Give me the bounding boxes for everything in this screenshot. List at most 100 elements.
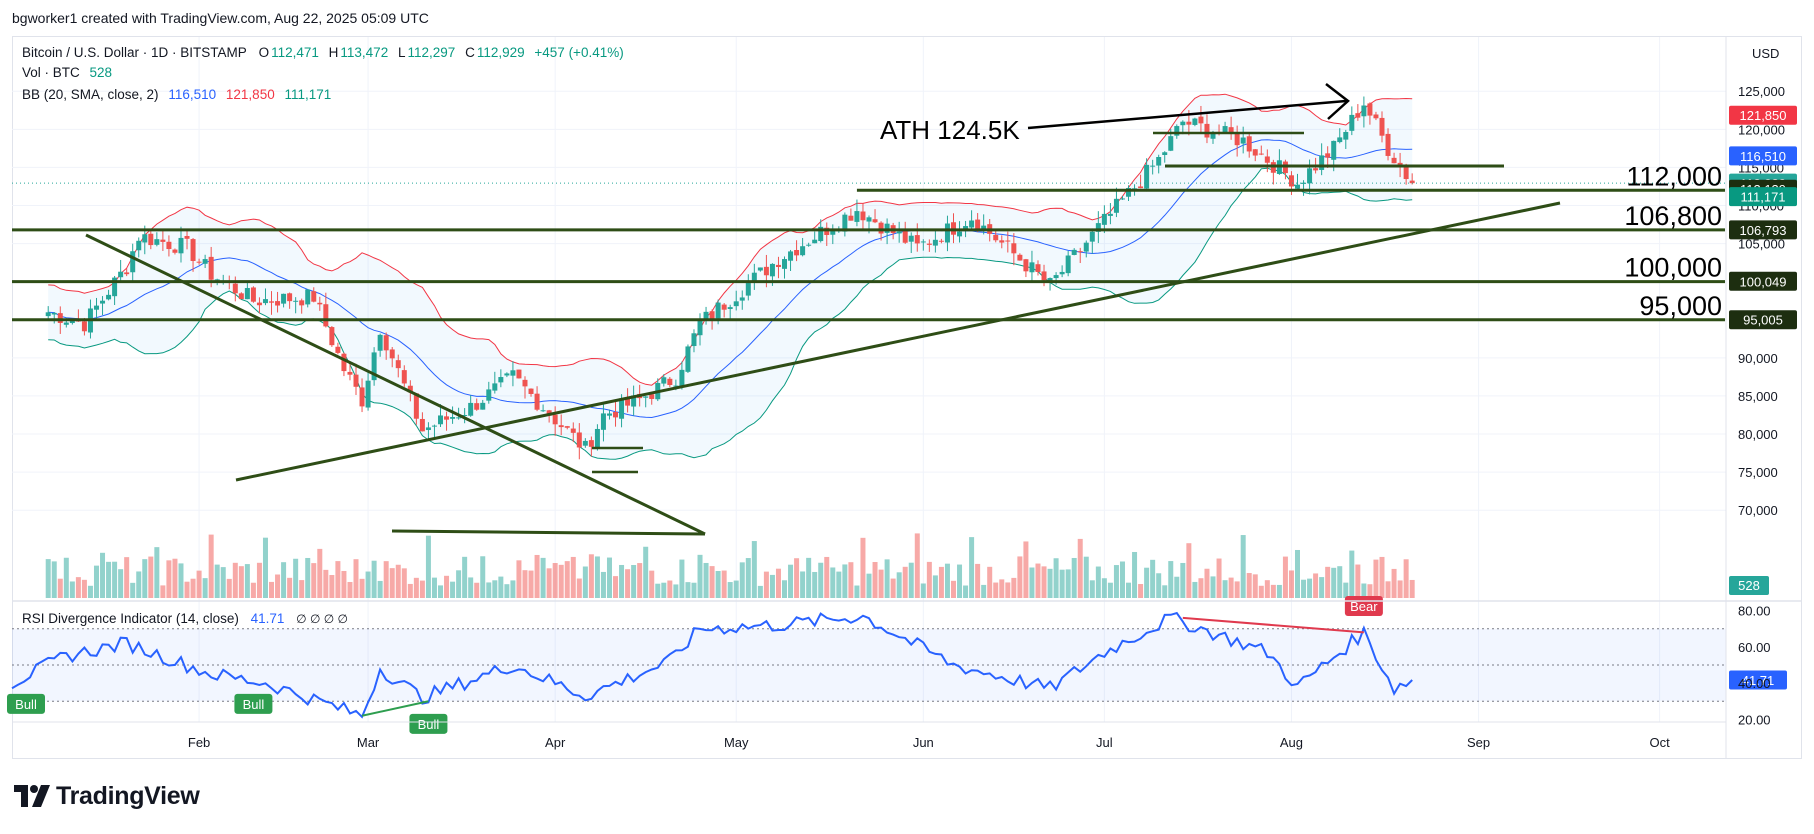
- high-value: 113,472: [340, 45, 389, 60]
- candle-body: [474, 403, 480, 410]
- bb-upper-value: 121,850: [225, 87, 275, 102]
- candle-body: [1319, 155, 1325, 170]
- candle-body: [1156, 157, 1162, 166]
- candle-body: [957, 231, 963, 237]
- candle-body: [691, 333, 697, 347]
- volume-bar: [329, 575, 335, 598]
- candle-body: [450, 417, 456, 419]
- candle-body: [667, 378, 673, 386]
- candle-body: [1083, 242, 1089, 252]
- time-tick-label: May: [724, 735, 749, 750]
- volume-bar: [739, 562, 745, 598]
- price-tick-label: 90,000: [1738, 351, 1778, 366]
- volume-bar: [914, 533, 920, 598]
- candle-body: [969, 220, 975, 228]
- volume-bar: [691, 582, 697, 598]
- volume-bar: [148, 556, 154, 598]
- candle-body: [1029, 262, 1035, 273]
- chart-frame[interactable]: [12, 36, 1802, 759]
- volume-bar: [721, 570, 727, 598]
- volume-bar: [1162, 585, 1168, 598]
- signal-label: Bull: [243, 697, 265, 712]
- volume-bar: [1397, 580, 1403, 598]
- volume-bar: [220, 567, 226, 598]
- candle-body: [1361, 105, 1367, 117]
- tradingview-logo[interactable]: TradingView: [14, 781, 200, 811]
- volume-bar: [1186, 543, 1192, 598]
- candle-body: [516, 369, 522, 379]
- candle-body: [425, 427, 431, 431]
- volume-bar: [1089, 580, 1095, 598]
- bb-fill: [48, 94, 1413, 460]
- volume-bar: [1095, 566, 1101, 598]
- candle-body: [395, 360, 401, 369]
- candle-body: [1288, 175, 1294, 187]
- volume-bar: [1144, 567, 1150, 598]
- volume-bar: [311, 563, 317, 598]
- volume-bar: [890, 578, 896, 598]
- volume-bar: [305, 557, 311, 598]
- volume-bar: [975, 563, 981, 598]
- candle-body: [848, 215, 854, 221]
- volume-bar: [45, 559, 51, 598]
- volume-bar: [214, 564, 220, 598]
- tradingview-logo-icon: [14, 785, 50, 807]
- bb-basis-value: 116,510: [168, 87, 217, 102]
- volume-bar: [957, 564, 963, 598]
- candle-body: [788, 251, 794, 261]
- volume-bar: [727, 582, 733, 598]
- volume-bar: [51, 561, 57, 598]
- volume-bar: [667, 580, 673, 598]
- volume-bar: [1343, 582, 1349, 598]
- volume-bar: [69, 581, 75, 598]
- candle-body: [1162, 152, 1168, 155]
- volume-bar: [673, 584, 679, 598]
- volume-bar: [896, 572, 902, 598]
- volume-bar: [854, 585, 860, 598]
- candle-body: [413, 393, 419, 419]
- volume-bar: [112, 561, 118, 598]
- candle-body: [902, 230, 908, 243]
- volume-bar: [806, 557, 812, 598]
- candle-body: [486, 389, 492, 401]
- volume-bar: [1210, 576, 1216, 598]
- candle-body: [202, 259, 208, 264]
- volume-bar: [818, 562, 824, 598]
- volume-bar: [794, 558, 800, 598]
- candle-body: [93, 305, 99, 310]
- candle-body: [782, 259, 788, 269]
- volume-bar: [546, 568, 552, 598]
- volume-bar: [1011, 577, 1017, 598]
- candle-body: [1246, 136, 1252, 152]
- bull-signal-badge: [234, 693, 273, 714]
- volume-bar: [902, 566, 908, 598]
- candle-body: [1367, 103, 1373, 116]
- volume-bar: [558, 564, 564, 598]
- candle-body: [1119, 198, 1125, 200]
- time-tick-label: Apr: [545, 735, 566, 750]
- volume-bar: [1029, 567, 1035, 598]
- volume-bar: [142, 559, 148, 598]
- candle-body: [1065, 255, 1071, 274]
- low-value: 112,297: [407, 45, 456, 60]
- volume-bar: [1059, 569, 1065, 598]
- candle-body: [81, 321, 87, 332]
- volume-bar: [431, 577, 437, 598]
- volume-bar: [1301, 579, 1307, 598]
- trend-drawings: ATH 124.5K: [12, 83, 1725, 536]
- candle-body: [757, 267, 763, 271]
- volume-bar: [1270, 584, 1276, 598]
- volume-bar: [462, 556, 468, 598]
- volume-bar: [317, 548, 323, 598]
- candle-body: [256, 302, 262, 306]
- volume-bar: [619, 564, 625, 598]
- price-tag-text: 116,510: [1740, 149, 1786, 164]
- candle-body: [769, 263, 775, 277]
- candle-body: [1258, 153, 1264, 155]
- candle-body: [480, 402, 486, 410]
- volume-tag-text: 528: [1738, 578, 1760, 593]
- volume-bar: [1174, 576, 1180, 598]
- volume-bar: [492, 580, 498, 598]
